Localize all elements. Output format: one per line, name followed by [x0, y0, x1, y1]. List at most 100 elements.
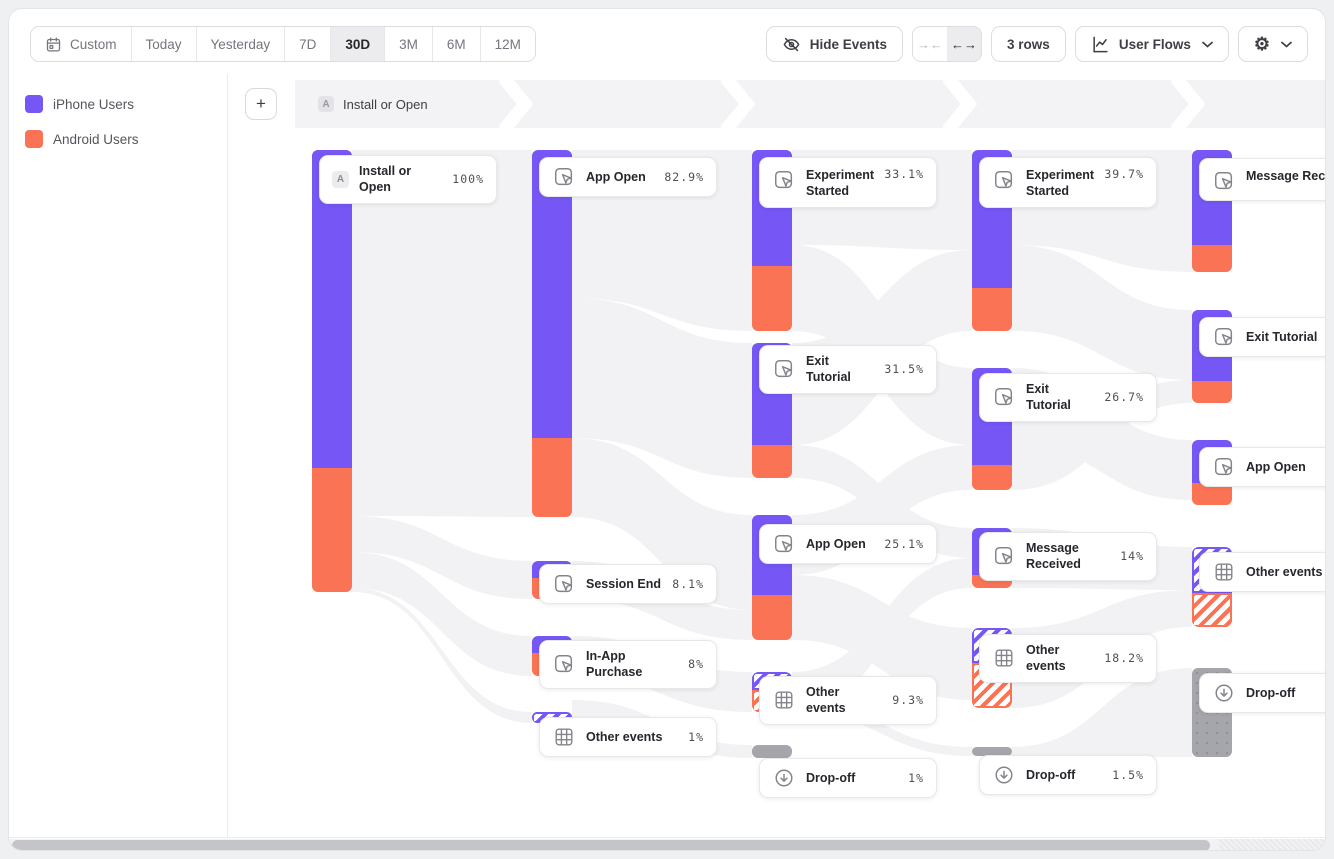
legend-label: Android Users [53, 131, 139, 147]
flow-link [1012, 245, 1192, 380]
flow-bar-install-or-open[interactable] [312, 150, 352, 592]
legend-item-android-users[interactable]: Android Users [25, 130, 139, 148]
click-event-icon [772, 532, 796, 556]
bar-segment [1192, 483, 1232, 505]
events-grid-icon [1212, 560, 1236, 584]
node-badge: A [332, 170, 349, 188]
node-percent: 33.1% [884, 167, 924, 181]
node-percent: 8% [688, 657, 704, 672]
add-step-button[interactable]: + [245, 88, 277, 120]
bar-segment [752, 745, 792, 758]
expand-icon: ←→ [951, 36, 978, 52]
date-range-label: 7D [299, 36, 317, 52]
node-percent: 9.3% [892, 693, 924, 708]
node-card-other-events[interactable]: Other events [1199, 552, 1325, 592]
click-event-icon [552, 652, 576, 676]
node-card-drop-off[interactable]: Drop-off 1.5% [979, 755, 1157, 795]
gear-icon: ⚙ [1253, 34, 1270, 54]
date-range-custom[interactable]: Custom [31, 27, 132, 61]
bar-segment [972, 747, 1012, 756]
node-card-exit-tutorial[interactable]: Exit Tutorial [1199, 317, 1325, 357]
rows-button[interactable]: 3 rows [991, 26, 1066, 62]
chevron-separator-icon [721, 80, 755, 128]
date-range-control: Custom Today Yesterday 7D 30D 3M 6M 12M [30, 26, 536, 62]
node-card-exit-tutorial[interactable]: Exit Tutorial 26.7% [979, 373, 1157, 422]
toolbar-right: Hide Events →← ←→ 3 rows User Flows [765, 26, 1308, 62]
bar-segment [972, 465, 1012, 490]
date-range-6m[interactable]: 6M [432, 27, 481, 61]
node-card-in-app-purchase[interactable]: In-App Purchase 8% [539, 640, 717, 689]
collapse-icon: →← [917, 36, 944, 52]
node-percent: 39.7% [1104, 167, 1144, 181]
collapse-columns-button[interactable]: →← [913, 27, 948, 61]
node-card-other-events[interactable]: Other events 9.3% [759, 676, 937, 725]
node-card-app-open[interactable]: App Open [1199, 447, 1325, 487]
node-percent: 25.1% [884, 537, 924, 551]
click-event-icon [552, 572, 576, 596]
flow-link [352, 552, 532, 676]
date-range-today[interactable]: Today [131, 27, 197, 61]
node-label: Experiment Started [806, 168, 875, 199]
click-event-icon [992, 544, 1016, 568]
node-card-other-events[interactable]: Other events 18.2% [979, 634, 1157, 683]
node-card-exit-tutorial[interactable]: Exit Tutorial 31.5% [759, 345, 937, 394]
node-card-drop-off[interactable]: Drop-off 1% [759, 758, 937, 798]
node-card-experiment-started[interactable]: Experiment Started 33.1% [759, 157, 937, 208]
node-label: Exit Tutorial [806, 354, 851, 385]
date-range-12m[interactable]: 12M [480, 27, 535, 61]
legend-swatch-orange [25, 130, 43, 148]
events-grid-icon [552, 725, 576, 749]
drop-off-icon [992, 763, 1016, 787]
node-card-experiment-started[interactable]: Experiment Started 39.7% [979, 157, 1157, 208]
node-percent: 1.5% [1112, 768, 1144, 782]
settings-dropdown[interactable]: ⚙ [1237, 26, 1308, 62]
flow-link [792, 558, 972, 712]
eye-off-icon [782, 35, 801, 54]
node-percent: 100% [452, 172, 484, 187]
node-percent: 14% [1120, 549, 1144, 564]
date-range-7d[interactable]: 7D [285, 27, 332, 61]
node-card-app-open[interactable]: App Open 82.9% [539, 157, 717, 197]
date-range-30d[interactable]: 30D [331, 27, 386, 61]
flow-link [352, 588, 532, 723]
date-range-label: 12M [494, 36, 521, 52]
flow-step-install-or-open[interactable]: A Install or Open [318, 80, 428, 128]
flow-link [352, 516, 532, 599]
node-card-session-end[interactable]: Session End 8.1% [539, 564, 717, 604]
hide-events-button[interactable]: Hide Events [765, 26, 904, 62]
node-label: Other events [1246, 564, 1323, 579]
date-range-label: 6M [446, 36, 466, 52]
bar-segment [972, 288, 1012, 331]
node-label: Install or Open [359, 164, 412, 195]
flow-bar-app-open[interactable] [532, 150, 572, 517]
date-range-3m[interactable]: 3M [385, 27, 433, 61]
node-label: Other events [1026, 643, 1066, 674]
chart-type-dropdown[interactable]: User Flows [1074, 26, 1229, 62]
node-label: Drop-off [806, 770, 856, 785]
node-percent: 82.9% [664, 170, 704, 184]
flow-bar-drop-off[interactable] [972, 747, 1012, 756]
node-label: In-App Purchase [586, 649, 643, 680]
node-card-drop-off[interactable]: Drop-off [1199, 673, 1325, 713]
events-grid-icon [772, 688, 796, 712]
horizontal-scrollbar[interactable] [9, 839, 1325, 850]
expand-columns-button[interactable]: ←→ [947, 27, 982, 61]
plus-icon: + [256, 94, 266, 113]
content-bottom-border [9, 837, 1325, 838]
scrollbar-thumb[interactable] [12, 840, 1210, 850]
calendar-icon [45, 36, 62, 53]
line-chart-icon [1091, 35, 1110, 54]
date-range-yesterday[interactable]: Yesterday [196, 27, 286, 61]
date-range-label: Custom [70, 36, 117, 52]
node-card-app-open[interactable]: App Open 25.1% [759, 524, 937, 564]
flow-link [572, 298, 752, 478]
node-card-message-received[interactable]: Message Received 14% [979, 532, 1157, 581]
bar-segment [752, 445, 792, 478]
legend-item-iphone-users[interactable]: iPhone Users [25, 95, 134, 113]
node-card-install-or-open[interactable]: A Install or Open 100% [319, 155, 497, 204]
app-window: Custom Today Yesterday 7D 30D 3M 6M 12M Hide Ev… [8, 8, 1326, 851]
step-badge: A [318, 96, 334, 112]
node-card-other-events[interactable]: Other events 1% [539, 717, 717, 757]
node-card-message-received[interactable]: Message Received [1199, 158, 1325, 201]
flow-bar-drop-off[interactable] [752, 745, 792, 758]
